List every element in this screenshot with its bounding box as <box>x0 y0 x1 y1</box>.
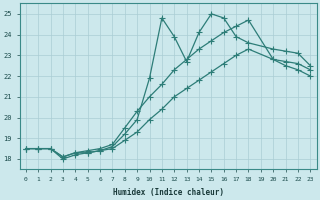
X-axis label: Humidex (Indice chaleur): Humidex (Indice chaleur) <box>113 188 224 197</box>
